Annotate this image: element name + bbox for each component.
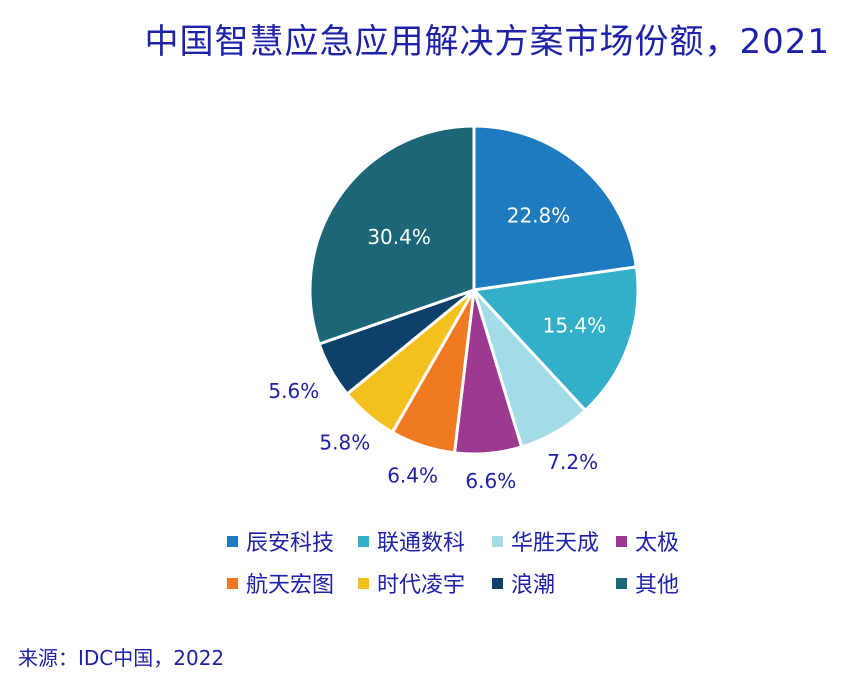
legend-swatch-liantong [358,535,369,547]
legend-label-shidai: 时代凌宇 [377,573,466,598]
legend-item-taiji: 太极 [616,525,679,557]
legend-swatch-taiji [616,535,627,547]
pie-slice-liantong [472,265,640,412]
legend-item-shidai: 时代凌宇 [358,567,492,599]
legend-row-1: 辰安科技 联通数科 华胜天成 太极 [227,520,697,562]
legend-swatch-huasheng [492,535,503,547]
data-label-langchao: 5.6% [268,379,319,403]
legend-label-qita: 其他 [635,573,680,598]
legend-item-huasheng: 华胜天成 [492,525,616,557]
legend: 辰安科技 联通数科 华胜天成 太极 航天宏图 时代凌宇 浪潮 其他 [227,520,697,604]
legend-swatch-hangtian [227,577,238,589]
legend-label-huasheng: 华胜天成 [511,531,600,556]
legend-label-langchao: 浪潮 [511,573,556,598]
data-label-qita: 30.4% [367,225,431,249]
legend-swatch-qita [616,577,627,589]
source-note: 来源：IDC中国，2022 [18,646,225,670]
legend-label-chenan: 辰安科技 [246,531,335,556]
data-label-taiji: 6.6% [465,469,516,493]
pie-slice-qita [308,124,476,346]
legend-item-hangtian: 航天宏图 [227,567,358,599]
legend-swatch-chenan [227,535,238,547]
legend-swatch-langchao [492,577,503,589]
data-label-chenan: 22.8% [507,204,571,228]
legend-item-qita: 其他 [616,567,679,599]
data-label-huasheng: 7.2% [547,450,598,474]
legend-item-chenan: 辰安科技 [227,525,358,557]
legend-label-taiji: 太极 [635,531,680,556]
data-label-liantong: 15.4% [543,314,607,338]
legend-item-langchao: 浪潮 [492,567,616,599]
legend-row-2: 航天宏图 时代凌宇 浪潮 其他 [227,562,697,604]
legend-label-liantong: 联通数科 [377,531,466,556]
legend-swatch-shidai [358,577,369,589]
legend-item-liantong: 联通数科 [358,525,492,557]
legend-label-hangtian: 航天宏图 [246,573,335,598]
pie-slice-chenan [472,124,638,292]
data-label-shidai: 5.8% [319,431,370,455]
chart-title: 中国智慧应急应用解决方案市场份额，2021 [144,22,830,62]
data-label-hangtian: 6.4% [387,463,438,487]
